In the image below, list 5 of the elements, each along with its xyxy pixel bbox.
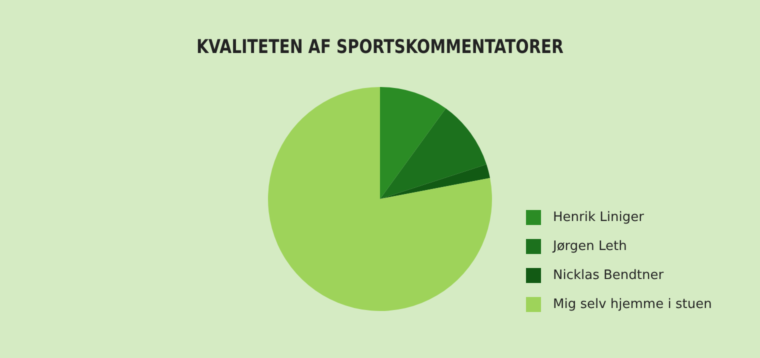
chart-title: KVALITETEN AF SPORTSKOMMENTATORER bbox=[195, 36, 565, 58]
legend-label: Mig selv hjemme i stuen bbox=[553, 297, 712, 312]
legend-label: Jørgen Leth bbox=[553, 239, 627, 254]
legend-label: Henrik Liniger bbox=[553, 210, 644, 225]
legend-label: Nicklas Bendtner bbox=[553, 268, 664, 283]
